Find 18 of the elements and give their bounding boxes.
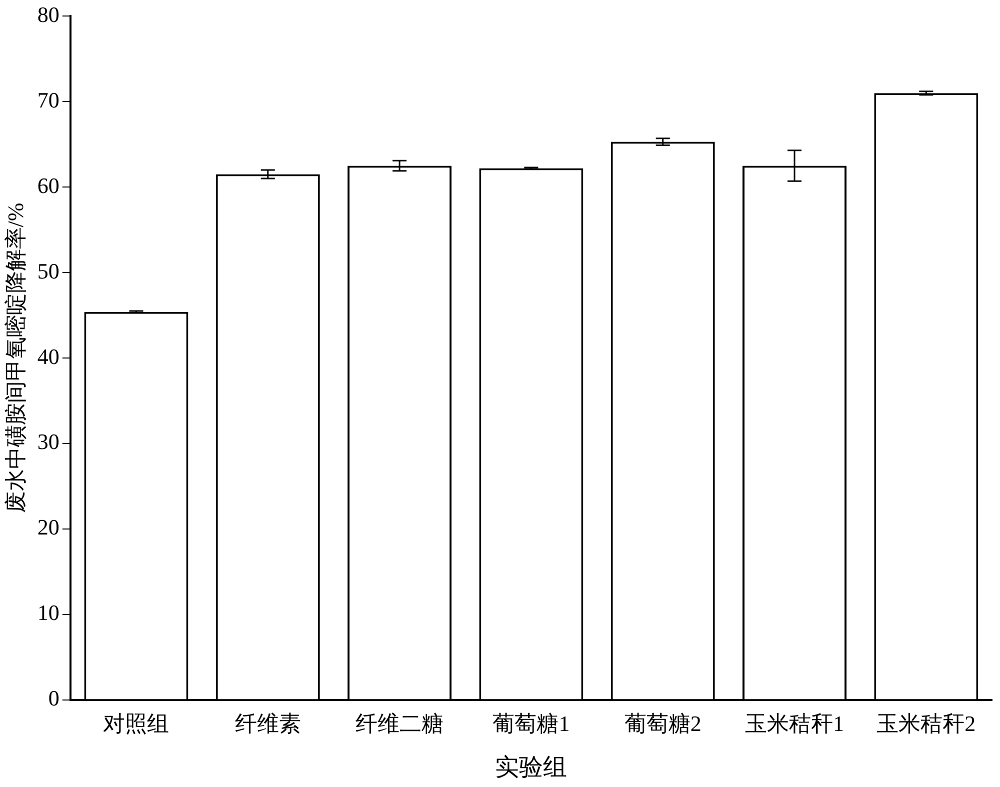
y-tick-label: 20 [37, 514, 60, 540]
y-tick-label: 10 [37, 600, 60, 626]
x-tick-label: 葡萄糖1 [492, 710, 570, 736]
x-tick-label: 玉米秸秆2 [876, 710, 976, 736]
y-tick-label: 40 [37, 344, 60, 369]
y-tick-label: 70 [37, 87, 60, 112]
y-tick-label: 50 [37, 258, 60, 284]
x-tick-label: 葡萄糖2 [624, 710, 702, 736]
x-axis-title: 实验组 [495, 754, 568, 781]
x-tick-label: 对照组 [103, 710, 170, 736]
y-tick-label: 0 [48, 686, 60, 711]
y-tick-label: 60 [37, 172, 60, 198]
x-tick-label: 纤维素 [234, 710, 301, 736]
x-tick-label: 纤维二糖 [356, 710, 444, 736]
x-tick-label: 玉米秸秆1 [745, 710, 844, 736]
y-tick-label: 80 [37, 2, 60, 27]
y-tick-label: 30 [37, 429, 60, 454]
y-axis-title: 废水中磺胺间甲氧嘧啶降解率/% [2, 202, 28, 514]
